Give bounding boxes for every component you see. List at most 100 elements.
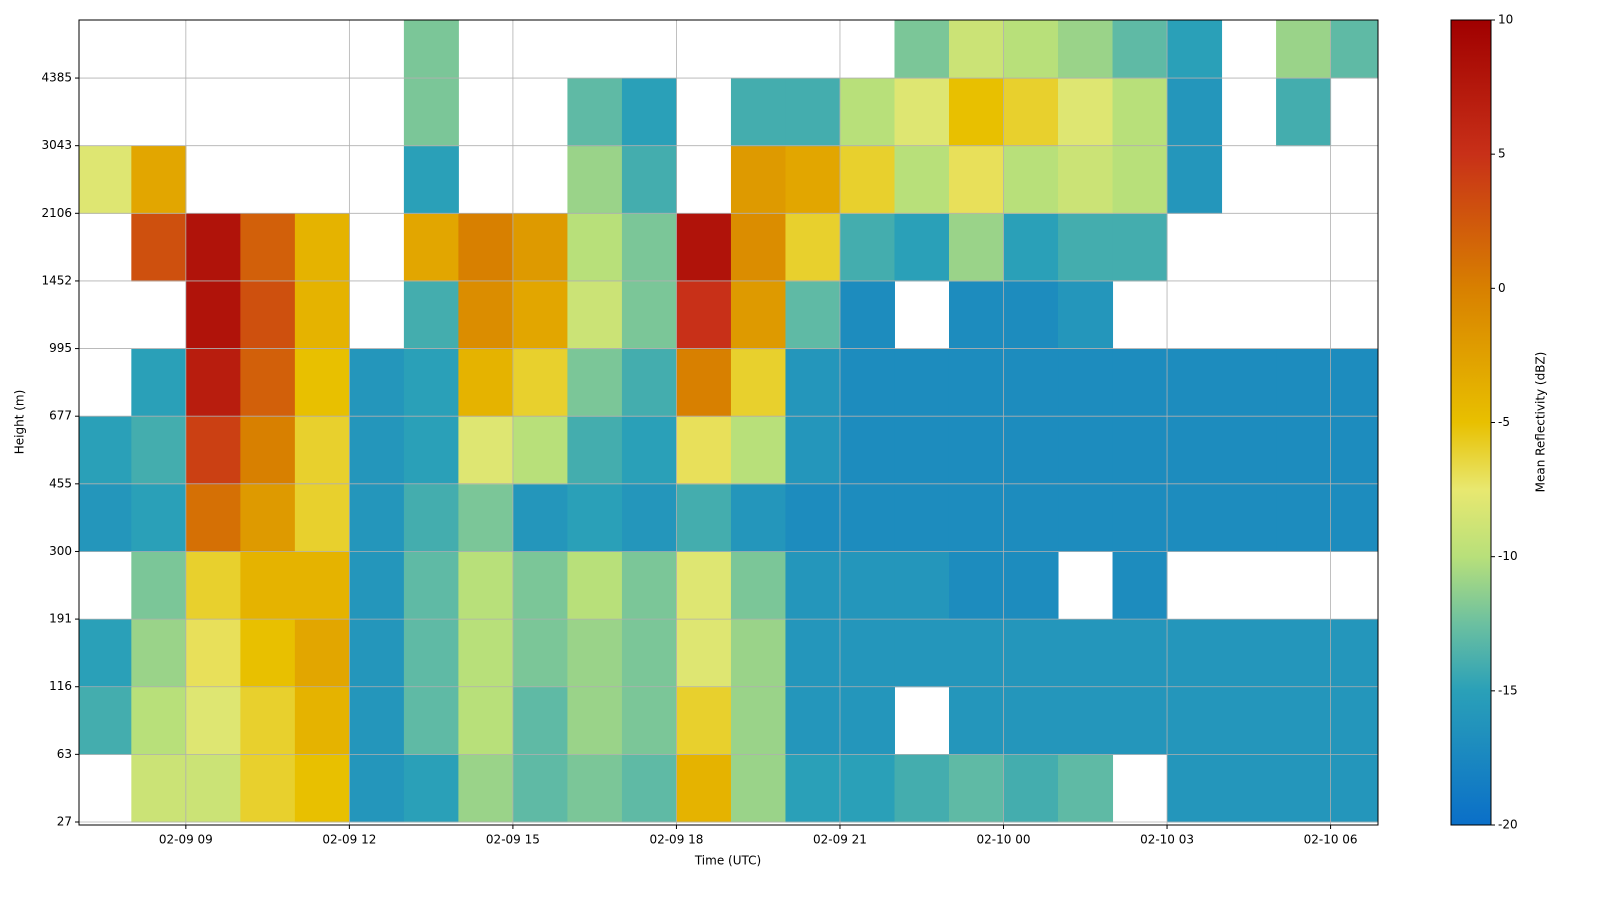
heatmap-cell — [785, 551, 841, 620]
heatmap-cell — [458, 686, 514, 755]
heatmap-cell — [1003, 20, 1059, 79]
heatmap-cell — [839, 754, 895, 823]
heatmap-cell — [894, 619, 950, 688]
heatmap-cell — [458, 754, 514, 823]
heatmap-cell — [240, 280, 296, 350]
y-axis-label: Height (m) — [13, 390, 27, 455]
heatmap-cell — [1221, 483, 1277, 552]
heatmap-cell — [131, 686, 187, 755]
heatmap-cell — [294, 416, 350, 485]
heatmap-cell — [676, 416, 732, 485]
heatmap-cell — [839, 416, 895, 485]
heatmap-cell — [458, 213, 514, 282]
heatmap-cell — [621, 348, 677, 417]
heatmap-cell — [1167, 78, 1223, 147]
heatmap-cell — [1276, 348, 1332, 417]
heatmap-cell — [567, 686, 623, 755]
heatmap-cell — [1112, 213, 1168, 282]
heatmap-cell — [676, 348, 732, 417]
heatmap-cell — [1003, 416, 1059, 485]
heatmap-cell — [785, 78, 841, 147]
heatmap-cell — [730, 686, 786, 755]
heatmap-cell — [1221, 416, 1277, 485]
heatmap-cell — [79, 686, 132, 755]
axes: 02-09 09 02-09 12 02-09 15 02-09 18 02-09 21… — [41, 13, 1517, 847]
heatmap-cell — [621, 280, 677, 350]
x-tick-label: 02-10 00 — [977, 833, 1031, 847]
heatmap-cell — [1112, 145, 1168, 214]
heatmap-cell — [894, 551, 950, 620]
heatmap-cell — [458, 483, 514, 552]
heatmap — [79, 20, 1378, 823]
heatmap-cell — [676, 754, 732, 823]
heatmap-cell — [1112, 551, 1168, 620]
heatmap-cell — [403, 686, 459, 755]
heatmap-cell — [676, 619, 732, 688]
heatmap-cell — [185, 213, 241, 282]
heatmap-cell — [403, 483, 459, 552]
heatmap-cell — [458, 551, 514, 620]
y-tick-label: 995 — [49, 341, 72, 355]
heatmap-cell — [785, 686, 841, 755]
heatmap-cell — [1112, 483, 1168, 552]
y-tick-label: 677 — [49, 409, 72, 423]
heatmap-cell — [621, 754, 677, 823]
heatmap-cell — [567, 145, 623, 214]
heatmap-cell — [131, 416, 187, 485]
heatmap-cell — [839, 483, 895, 552]
heatmap-cell — [1058, 416, 1114, 485]
heatmap-cell — [403, 348, 459, 417]
y-tick-label: 27 — [57, 814, 72, 828]
heatmap-cell — [621, 551, 677, 620]
heatmap-cell — [948, 20, 1005, 79]
heatmap-cell — [1112, 348, 1168, 417]
heatmap-cell — [1330, 754, 1378, 823]
heatmap-cell — [567, 551, 623, 620]
y-tick-label: 191 — [49, 612, 72, 626]
heatmap-cell — [1058, 145, 1114, 214]
heatmap-cell — [512, 551, 568, 620]
heatmap-cell — [948, 280, 1005, 350]
heatmap-cell — [185, 754, 241, 823]
heatmap-cell — [567, 483, 623, 552]
heatmap-cell — [403, 145, 459, 214]
heatmap-cell — [1330, 483, 1378, 552]
x-tick-label: 02-10 06 — [1304, 833, 1358, 847]
colorbar-tick-label: -10 — [1498, 549, 1518, 563]
heatmap-cell — [185, 280, 241, 350]
heatmap-cell — [948, 686, 1005, 755]
heatmap-cell — [1058, 213, 1114, 282]
heatmap-cell — [240, 483, 296, 552]
heatmap-cell — [1221, 754, 1277, 823]
heatmap-cell — [785, 483, 841, 552]
y-tick-label: 1452 — [41, 273, 72, 287]
heatmap-cell — [349, 754, 405, 823]
heatmap-cell — [785, 145, 841, 214]
colorbar-tick-label: 5 — [1498, 147, 1506, 161]
heatmap-cell — [1003, 686, 1059, 755]
heatmap-cell — [1276, 78, 1332, 147]
heatmap-cell — [512, 348, 568, 417]
y-tick-label: 4385 — [41, 71, 72, 85]
heatmap-cell — [730, 551, 786, 620]
heatmap-cell — [1058, 348, 1114, 417]
heatmap-cell — [1003, 619, 1059, 688]
heatmap-cell — [240, 213, 296, 282]
heatmap-cell — [512, 619, 568, 688]
heatmap-cell — [131, 551, 187, 620]
heatmap-cell — [785, 213, 841, 282]
heatmap-cell — [948, 78, 1005, 147]
heatmap-cell — [1330, 686, 1378, 755]
heatmap-cell — [730, 619, 786, 688]
heatmap-cell — [1112, 20, 1168, 79]
heatmap-cell — [1058, 483, 1114, 552]
heatmap-cell — [349, 483, 405, 552]
heatmap-cell — [730, 78, 786, 147]
colorbar — [1450, 19, 1492, 826]
heatmap-cell — [1003, 213, 1059, 282]
heatmap-cell — [1330, 619, 1378, 688]
heatmap-cell — [131, 754, 187, 823]
heatmap-cell — [349, 619, 405, 688]
heatmap-cell — [1167, 145, 1223, 214]
heatmap-cell — [894, 20, 950, 79]
